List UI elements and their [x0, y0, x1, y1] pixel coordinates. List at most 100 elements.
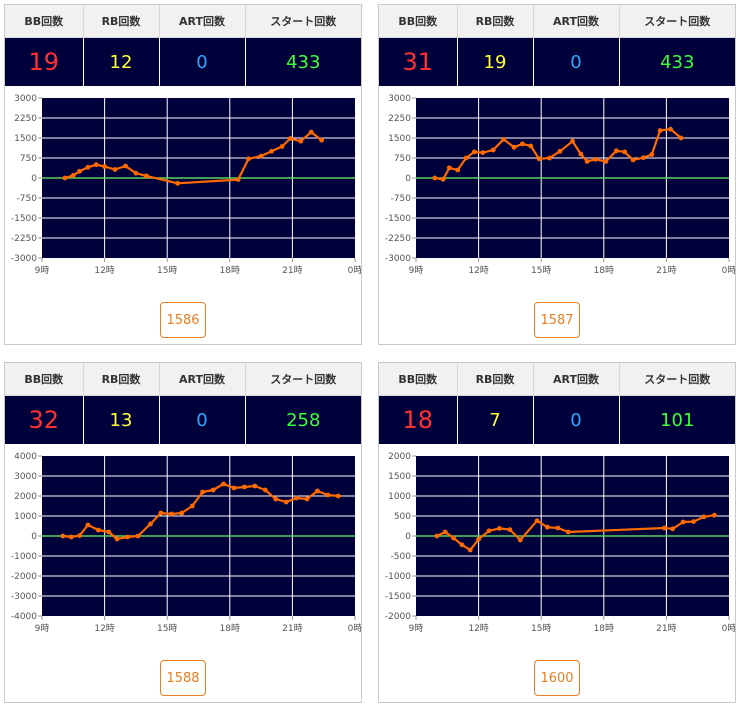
data-point — [294, 495, 299, 501]
y-tick-label: -1500 — [385, 214, 411, 224]
y-tick-label: -1500 — [385, 592, 411, 602]
data-point — [536, 156, 542, 162]
y-tick-label: 0 — [405, 532, 411, 542]
data-point — [455, 167, 461, 173]
y-tick-label: 3000 — [14, 472, 37, 482]
data-point — [135, 533, 141, 539]
data-point — [252, 483, 258, 489]
data-point — [630, 157, 636, 163]
data-point — [520, 141, 525, 147]
data-point — [95, 527, 101, 533]
stats-table: BB回数 RB回数 ART回数 スタート回数 19 12 0 433 — [5, 5, 361, 88]
bb-header: BB回数 — [379, 5, 458, 38]
start-count: 101 — [619, 395, 735, 444]
data-point — [102, 164, 107, 169]
data-point — [463, 155, 469, 161]
rb-header: RB回数 — [83, 5, 160, 38]
y-tick-label: 1500 — [14, 134, 37, 144]
x-tick-label: 15時 — [531, 623, 551, 634]
data-point — [168, 511, 174, 517]
data-point — [242, 484, 247, 490]
data-point — [497, 526, 502, 531]
data-point — [133, 170, 139, 176]
y-tick-label: 1500 — [388, 134, 411, 144]
slump-graph-svg: 9時 12時 15時 18時 21時 0時 4000 3000 2000 1000 0 -1000 -2… — [11, 452, 361, 634]
x-tick-label: 0時 — [348, 265, 361, 276]
data-point — [62, 175, 68, 181]
series-line — [434, 128, 682, 181]
data-point — [467, 547, 473, 553]
slump-graph-svg: 9時 12時 15時 18時 21時 0時 3000 2250 1500 750 0 -750 -150… — [11, 94, 361, 276]
x-tick-label: 0時 — [722, 265, 735, 276]
data-point — [472, 149, 477, 155]
machine-card-2: BB回数 RB回数 ART回数 スタート回数 31 19 0 433 9時 12時… — [378, 4, 736, 345]
rb-count: 19 — [457, 37, 534, 86]
data-point — [584, 159, 590, 164]
rb-header: RB回数 — [457, 363, 534, 396]
x-tick-label: 21時 — [656, 623, 676, 634]
data-point — [148, 521, 153, 527]
art-header: ART回数 — [533, 5, 620, 38]
data-point — [189, 503, 195, 509]
bb-count: 19 — [5, 37, 84, 86]
data-point — [668, 126, 673, 132]
data-point — [657, 128, 663, 133]
x-tick-label: 18時 — [220, 265, 240, 276]
data-point — [565, 529, 571, 535]
data-point — [480, 150, 486, 156]
y-tick-label: 1000 — [14, 512, 37, 522]
data-point — [446, 165, 452, 171]
data-point — [298, 138, 304, 144]
data-point — [221, 481, 226, 487]
y-tick-label: -2250 — [11, 234, 37, 244]
machine-number-link[interactable]: 1600 — [534, 660, 580, 696]
y-tick-label: 2000 — [14, 492, 37, 502]
data-point — [711, 512, 717, 518]
y-tick-label: -1500 — [11, 214, 37, 224]
art-header: ART回数 — [533, 363, 620, 396]
y-tick-label: 0 — [405, 174, 411, 184]
data-point — [680, 519, 686, 525]
data-point — [528, 143, 534, 149]
series-line — [62, 482, 339, 541]
rb-header: RB回数 — [457, 5, 534, 38]
bb-count: 32 — [5, 395, 84, 444]
data-point — [77, 168, 82, 174]
y-tick-label: -2000 — [385, 612, 411, 622]
y-tick-label: 3000 — [14, 94, 37, 104]
start-count: 258 — [245, 395, 361, 444]
y-tick-label: 3000 — [388, 94, 411, 104]
x-tick-label: 15時 — [157, 265, 177, 276]
data-point — [555, 525, 561, 531]
data-point — [77, 533, 82, 538]
rb-count: 12 — [83, 37, 160, 86]
data-point — [246, 156, 251, 162]
machine-number-link[interactable]: 1588 — [160, 660, 206, 696]
y-tick-label: -2250 — [385, 234, 411, 244]
y-tick-label: 0 — [31, 532, 37, 542]
machine-number-link[interactable]: 1587 — [534, 302, 580, 338]
machine-number-link[interactable]: 1586 — [160, 302, 206, 338]
y-tick-label: 0 — [31, 174, 37, 184]
data-point — [231, 485, 237, 491]
data-point — [60, 533, 66, 539]
x-tick-label: 18時 — [220, 623, 240, 634]
data-point — [486, 528, 492, 534]
data-point — [476, 536, 481, 542]
machine-card-1: BB回数 RB回数 ART回数 スタート回数 19 12 0 433 9時 12時… — [4, 4, 362, 345]
data-point — [442, 529, 448, 535]
slump-graph: 9時 12時 15時 18時 21時 0時 3000 2250 1500 750 0 -750 -150… — [5, 88, 361, 288]
data-point — [315, 488, 320, 494]
data-point — [68, 534, 74, 540]
data-point — [304, 496, 310, 502]
y-tick-label: -3000 — [11, 592, 37, 602]
x-tick-label: 18時 — [594, 623, 614, 634]
data-point — [593, 156, 598, 162]
y-tick-label: 2250 — [14, 114, 37, 124]
rb-count: 13 — [83, 395, 160, 444]
machine-card-3: BB回数 RB回数 ART回数 スタート回数 32 13 0 258 9時 12時… — [4, 362, 362, 703]
data-point — [85, 164, 91, 170]
data-point — [511, 144, 517, 150]
art-count: 0 — [159, 37, 246, 86]
bb-count: 18 — [379, 395, 458, 444]
